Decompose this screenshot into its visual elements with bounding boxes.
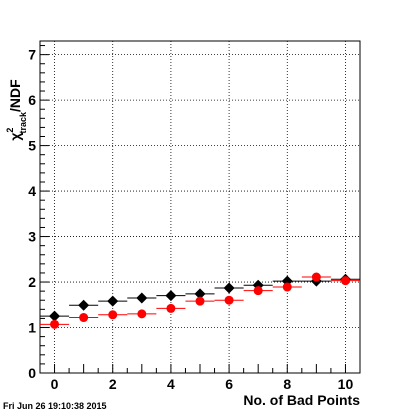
data-point [136,292,148,304]
data-point [79,313,89,323]
data-point [253,286,263,296]
data-point [107,295,119,307]
y-tick-label: 1 [28,320,36,336]
data-point [311,272,321,282]
y-tick-label: 2 [28,274,36,290]
y-axis-title: χ2 track/NDF [5,79,28,141]
data-point [165,290,177,302]
data-series [40,272,360,329]
data-point [49,310,61,322]
data-point [166,303,176,313]
plot-frame [39,40,361,374]
y-axis-title-suffix: /NDF [7,79,23,112]
data-point [137,309,147,319]
data-point [282,282,292,292]
x-tick-label: 0 [51,376,59,392]
data-point [194,288,206,300]
x-tick-label: 2 [109,376,117,392]
x-tick-label: 4 [167,376,175,392]
x-tick-label: 6 [225,376,233,392]
data-point [108,310,118,320]
data-point [78,299,90,311]
data-point [223,282,235,294]
y-tick-label: 7 [28,47,36,63]
data-point [195,296,205,306]
y-tick-labels: 0 1 2 3 4 5 6 7 [28,47,36,381]
series-1 [40,272,360,329]
x-axis-title: No. of Bad Points [243,392,360,408]
data-point [224,295,234,305]
x-tick-labels: 0 2 4 6 8 10 [51,376,354,392]
data-point [50,319,60,329]
y-tick-label: 5 [28,138,36,154]
axis-ticks [39,45,361,374]
y-axis-title-main: χ [7,133,23,141]
y-tick-label: 0 [28,365,36,381]
y-tick-label: 6 [28,92,36,108]
y-tick-label: 4 [28,183,36,199]
y-axis-title-sub: track [18,111,28,134]
x-tick-label: 10 [338,376,354,392]
timestamp: Fri Jun 26 19:10:38 2015 [3,401,107,411]
data-point [340,276,350,286]
y-axis-title-sup: 2 [5,128,15,133]
y-tick-label: 3 [28,229,36,245]
x-tick-label: 8 [283,376,291,392]
